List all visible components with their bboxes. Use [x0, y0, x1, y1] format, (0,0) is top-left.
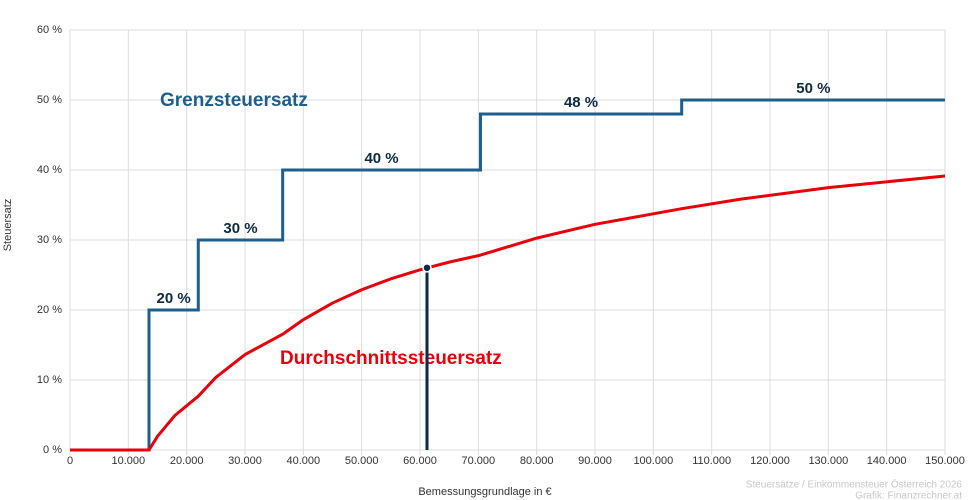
x-tick-label: 130.000 — [808, 455, 848, 467]
source-note: Steuersätze / Einkommensteuer Österreich… — [746, 479, 963, 491]
x-axis-title: Bemessungsgrundlage in € — [418, 486, 551, 498]
x-tick-label: 60.000 — [403, 455, 437, 467]
x-tick-label: 140.000 — [867, 455, 907, 467]
rate-label: 48 % — [564, 94, 598, 111]
rate-label: 30 % — [223, 220, 257, 237]
y-tick-label: 30 % — [37, 234, 62, 246]
rate-label: 40 % — [364, 150, 398, 167]
x-tick-label: 0 — [67, 455, 73, 467]
x-tick-label: 100.000 — [633, 455, 673, 467]
series-line — [70, 174, 946, 452]
y-axis-title: Steuersatz — [2, 199, 14, 252]
rate-label: 50 % — [796, 80, 830, 97]
x-tick-label: 30.000 — [228, 455, 262, 467]
x-tick-label: 110.000 — [692, 455, 731, 467]
y-tick-label: 60 % — [37, 24, 62, 36]
rate-label: 20 % — [157, 290, 191, 307]
x-tick-label: 150.000 — [925, 455, 965, 467]
x-tick-label: 80.000 — [520, 455, 554, 467]
x-tick-label: 90.000 — [578, 455, 612, 467]
source-note: Grafik: Finanzrechner.at — [855, 491, 962, 500]
x-tick-label: 50.000 — [345, 455, 379, 467]
x-tick-label: 10.000 — [112, 455, 146, 467]
x-tick-label: 70.000 — [462, 455, 496, 467]
y-tick-label: 50 % — [37, 94, 62, 106]
y-tick-label: 40 % — [37, 164, 62, 176]
x-tick-label: 120.000 — [750, 455, 790, 467]
y-tick-label: 10 % — [37, 374, 62, 386]
series-line — [70, 98, 945, 452]
x-tick-label: 20.000 — [170, 455, 204, 467]
marker-point — [422, 263, 432, 273]
y-tick-label: 20 % — [37, 304, 62, 316]
series-label: Grenzsteuersatz — [160, 90, 308, 111]
series-label: Durchschnittssteuersatz — [280, 348, 502, 369]
x-tick-label: 40.000 — [287, 455, 321, 467]
y-tick-label: 0 % — [43, 444, 62, 456]
